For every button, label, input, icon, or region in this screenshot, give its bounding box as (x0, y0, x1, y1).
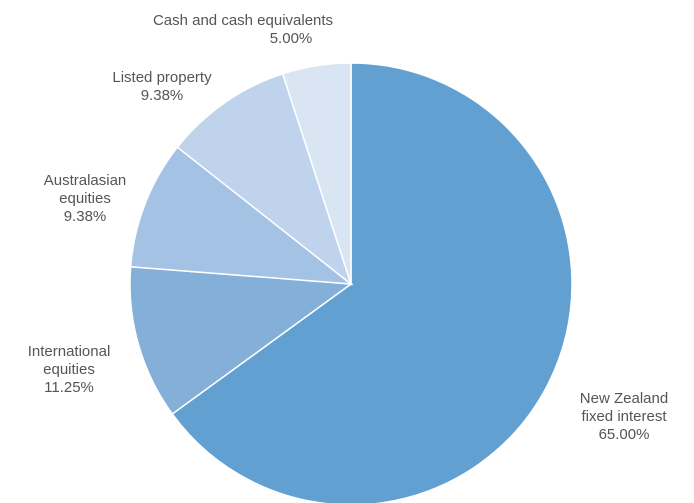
slice-labels: New Zealand fixed interest 65.00% Internati… (28, 12, 668, 443)
name-label-line: Australasian (44, 172, 127, 189)
value-label: 5.00% (270, 30, 313, 47)
value-label: 9.38% (141, 87, 184, 104)
value-label: 65.00% (599, 426, 650, 443)
label-new-zealand-fixed-interest: New Zealand fixed interest 65.00% (580, 390, 668, 443)
pie-slices (129, 62, 573, 503)
name-label-line: New Zealand (580, 390, 668, 407)
label-australasian-equities: Australasian equities 9.38% (44, 172, 127, 225)
slice-listed-property (176, 72, 353, 287)
name-label-line: International (28, 343, 111, 360)
name-label-line: Listed property (112, 69, 212, 86)
name-label-line: equities (43, 361, 95, 378)
value-label: 9.38% (64, 208, 107, 225)
name-label-line: Cash and cash equivalents (153, 12, 333, 29)
label-listed-property: Listed property 9.38% (112, 69, 212, 104)
label-cash-and-cash-equivalents: Cash and cash equivalents 5.00% (153, 12, 333, 47)
label-international-equities: International equities 11.25% (28, 343, 111, 396)
name-label-line: equities (59, 190, 111, 207)
value-label: 11.25% (44, 379, 94, 396)
slice-new-zealand-fixed-interest (171, 62, 573, 503)
name-label-line: fixed interest (581, 408, 667, 425)
slice-cash-and-cash-equivalents (281, 62, 352, 285)
slice-australasian-equities (129, 146, 354, 285)
slice-international-equities (129, 265, 354, 416)
